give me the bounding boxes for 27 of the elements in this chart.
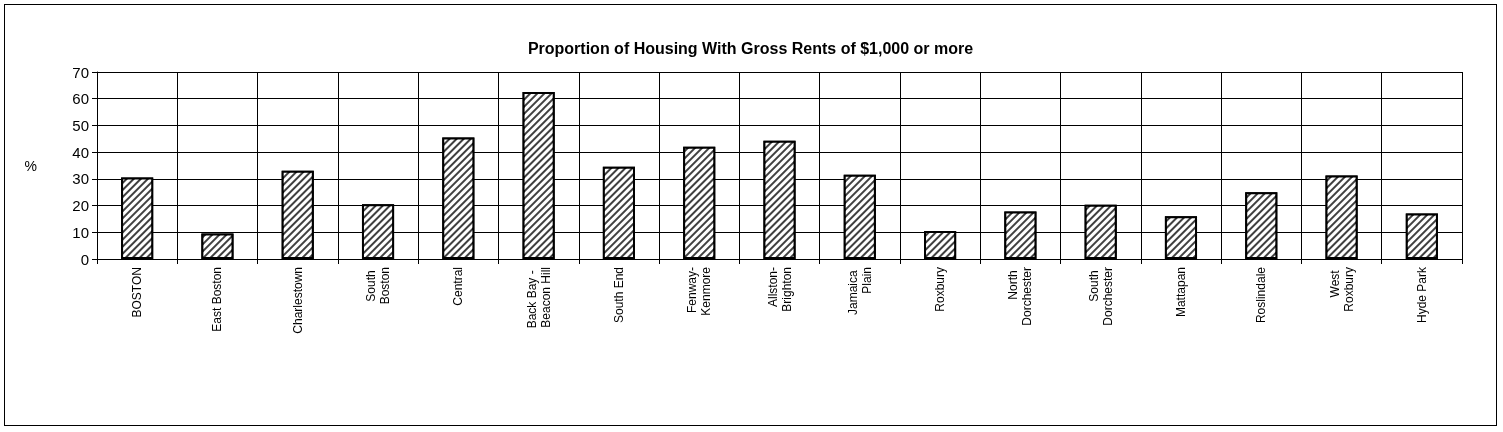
y-tick-label: 70 <box>72 63 89 81</box>
y-tick-label: 30 <box>72 170 89 188</box>
x-tick-label: Jamaica Plain <box>845 267 874 316</box>
y-tick-label: 50 <box>72 116 89 134</box>
y-tick-label: 20 <box>72 197 89 215</box>
x-tick-label: Fenway-Kenmore <box>685 266 714 316</box>
y-axis-title: % <box>24 157 37 174</box>
x-tick-label: BOSTON <box>130 267 145 318</box>
y-tick-label: 40 <box>72 143 89 161</box>
x-tick-label: Roslindale <box>1254 266 1269 324</box>
x-tick-label: Charlestown <box>290 267 305 334</box>
y-tick-label: 0 <box>80 250 89 268</box>
x-tick-label: South Dorchester <box>1086 267 1115 326</box>
y-tick-label: 10 <box>72 223 89 241</box>
x-tick-label: North Dorchester <box>1006 267 1035 326</box>
x-tick-label: East Boston <box>210 267 225 332</box>
chart-title: Proportion of Housing With Gross Rents of $1,000 or more <box>527 39 974 57</box>
x-tick-label: West Roxbury <box>1327 267 1356 312</box>
x-tick-label: Allston-Brighton <box>765 267 794 312</box>
y-tick-label: 60 <box>72 90 89 108</box>
x-tick-label: South Boston <box>364 267 393 305</box>
x-tick-label: Hyde Park <box>1414 266 1429 324</box>
x-tick-label: Roxbury <box>933 267 948 312</box>
x-tick-label: Back Bay - Beacon Hill <box>524 267 553 329</box>
x-tick-label: Central <box>451 267 466 306</box>
x-tick-label: Mattapan <box>1173 267 1188 318</box>
x-tick-label: South End <box>611 267 626 324</box>
